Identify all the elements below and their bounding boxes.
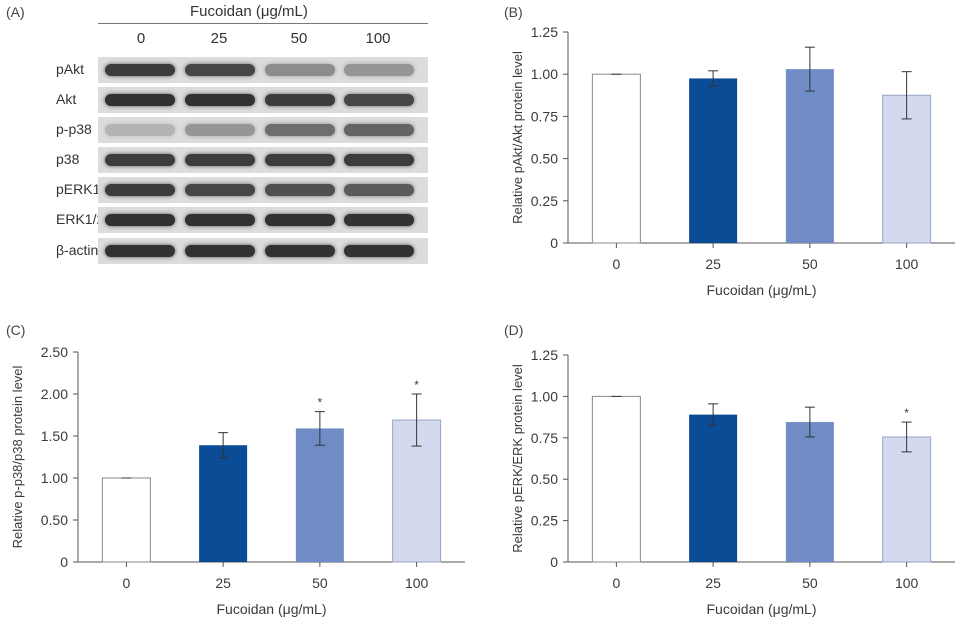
bar [785, 69, 834, 243]
blot-band [344, 124, 414, 136]
blot-band [105, 184, 175, 196]
blot-title: Fucoidan (μg/mL) [190, 3, 308, 20]
panel-label-c: (C) [6, 322, 26, 338]
y-axis-title: Relative pERK/ERK protein level [510, 364, 525, 553]
blot-band [344, 214, 414, 226]
blot-band [105, 94, 175, 106]
x-tick-label: 100 [405, 575, 429, 591]
x-axis-title: Fucoidan (μg/mL) [707, 282, 817, 298]
blot-row-label: β-actin [56, 242, 99, 258]
x-tick-label: 0 [122, 575, 130, 591]
blot-band [265, 124, 335, 136]
blot-row-label: p-p38 [56, 121, 92, 137]
bar [295, 428, 344, 562]
lane-label: 0 [136, 30, 146, 47]
panel-label-b: (B) [504, 4, 523, 20]
x-tick-label: 50 [802, 575, 818, 591]
bar [199, 445, 248, 562]
panel-label-a: (A) [6, 4, 25, 20]
blot-band [344, 184, 414, 196]
bar [591, 395, 641, 563]
significance-marker: * [318, 396, 323, 410]
blot-band [105, 214, 175, 226]
lane-label: 50 [290, 30, 308, 47]
x-tick-label: 100 [895, 256, 919, 272]
lane-label: 25 [210, 30, 228, 47]
blot-band [344, 154, 414, 166]
y-tick-label: 1.00 [531, 66, 558, 82]
western-blot-panel: (A) Fucoidan (μg/mL) 0 25 50 100 pAkt Akt… [0, 0, 440, 290]
x-axis-title: Fucoidan (μg/mL) [707, 601, 817, 617]
blot-band [185, 184, 255, 196]
blot-band [185, 214, 255, 226]
bar [591, 73, 641, 244]
blot-row-label: Akt [56, 91, 77, 107]
blot-band [185, 94, 255, 106]
x-tick-label: 0 [612, 575, 620, 591]
y-tick-label: 0.50 [41, 512, 68, 528]
y-tick-label: 0.50 [531, 471, 558, 487]
lane-label: 100 [365, 30, 391, 47]
y-tick-label: 0.75 [531, 108, 558, 124]
bar-chart-p38: 0 0.50 1.00 1.50 2.00 2.50 0 25 50 * 100 * Fucoidan … [10, 344, 465, 617]
x-tick-label: 0 [612, 256, 620, 272]
blot-band [344, 94, 414, 106]
y-tick-label: 0.75 [531, 430, 558, 446]
y-tick-label: 1.00 [41, 470, 68, 486]
x-tick-label: 25 [705, 256, 721, 272]
blot-band [265, 64, 335, 76]
blot-title-underline [98, 23, 428, 24]
blot-band [265, 245, 335, 257]
blot-band [105, 124, 175, 136]
blot-band [344, 64, 414, 76]
x-axis-title: Fucoidan (μg/mL) [217, 601, 327, 617]
blot-band [185, 64, 255, 76]
bar-chart-pakt: 0 0.25 0.50 0.75 1.00 1.25 0 25 50 100 Fucoidan (μ… [510, 24, 955, 298]
y-tick-label: 0.50 [531, 151, 558, 167]
blot-band [185, 154, 255, 166]
y-tick-label: 1.50 [41, 428, 68, 444]
blot-row-label: ERK1/2 [56, 211, 105, 227]
bar-chart-perk: 0 0.25 0.50 0.75 1.00 1.25 0 25 50 100 * Fucoidan (… [510, 347, 955, 617]
x-tick-label: 25 [215, 575, 231, 591]
y-tick-label: 1.00 [531, 388, 558, 404]
blot-band [105, 245, 175, 257]
blot-row-label: pAkt [56, 61, 85, 77]
x-tick-label: 50 [802, 256, 818, 272]
blot-band [344, 245, 414, 257]
blot-band [105, 154, 175, 166]
x-tick-label: 50 [312, 575, 328, 591]
y-tick-label: 0.25 [531, 193, 558, 209]
y-tick-label: 0 [550, 554, 558, 570]
y-tick-label: 0 [550, 235, 558, 251]
panel-label-d: (D) [504, 322, 524, 338]
blot-band [105, 64, 175, 76]
bar [689, 414, 738, 562]
significance-marker: * [414, 378, 419, 392]
blot-band [265, 154, 335, 166]
blot-band [265, 214, 335, 226]
y-axis-title: Relative pAkt/Akt protein level [510, 51, 525, 224]
x-tick-label: 100 [895, 575, 919, 591]
blot-row-label: p38 [56, 151, 80, 167]
bar [101, 477, 151, 563]
blot-band [185, 245, 255, 257]
y-tick-label: 0 [60, 554, 68, 570]
y-axis-title: Relative p-p38/p38 protein level [10, 365, 25, 548]
bar [785, 422, 834, 562]
y-tick-label: 0.25 [531, 513, 558, 529]
significance-marker: * [904, 406, 909, 420]
bar [882, 436, 932, 563]
blot-band [265, 94, 335, 106]
y-tick-label: 2.00 [41, 386, 68, 402]
y-tick-label: 1.25 [531, 347, 558, 363]
bar [689, 78, 738, 243]
blot-band [265, 184, 335, 196]
x-tick-label: 25 [705, 575, 721, 591]
blot-band [185, 124, 255, 136]
y-tick-label: 2.50 [41, 344, 68, 360]
y-tick-label: 1.25 [531, 24, 558, 40]
